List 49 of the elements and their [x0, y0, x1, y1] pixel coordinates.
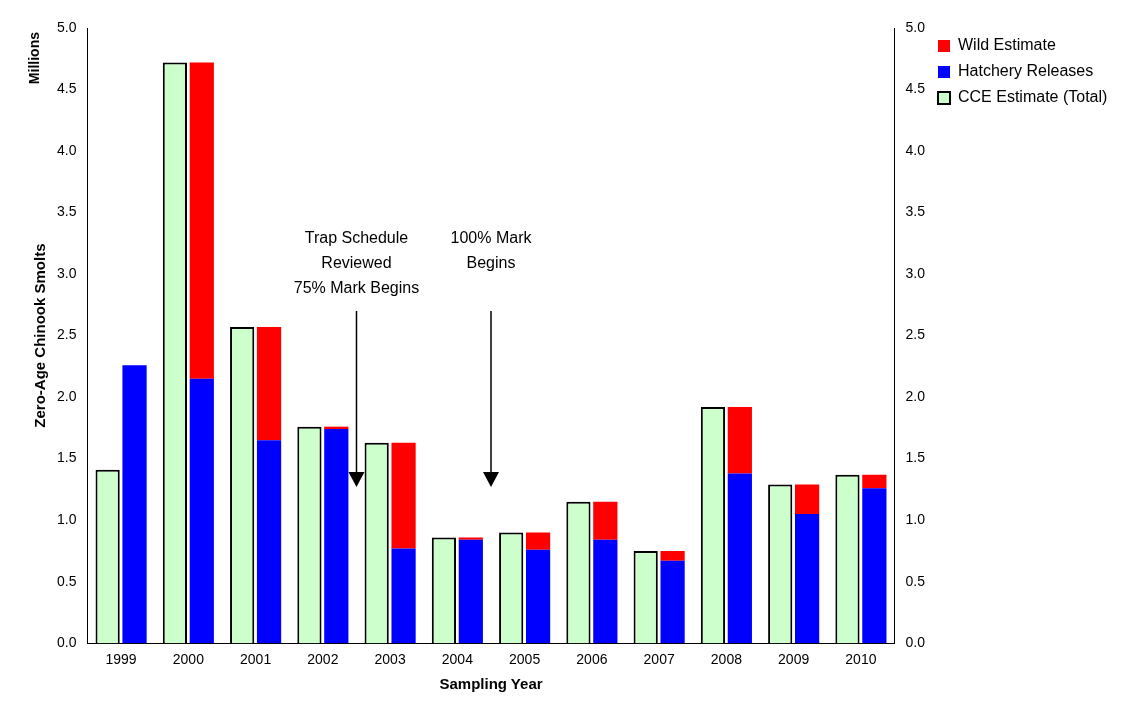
y2-tick-label: 4.5: [905, 80, 926, 97]
annotation: 100% Mark Begins: [450, 229, 533, 272]
x-tick-label: 2007: [643, 651, 675, 668]
bar: [458, 537, 483, 540]
x-tick-label: 2000: [172, 651, 205, 668]
y2-tick-label: 0.5: [905, 572, 926, 589]
bar: [660, 550, 685, 561]
x-tick-label: 2009: [778, 651, 810, 668]
y2-tick-label: 4.0: [905, 141, 926, 158]
text: Millions: [26, 31, 43, 85]
x-tick-label: 2003: [374, 651, 406, 668]
y2-tick-label: 1.5: [905, 449, 926, 466]
y-tick-label: 0.0: [56, 634, 77, 651]
y-tick-label: 2.5: [56, 326, 77, 343]
x-tick-label: 2010: [845, 651, 877, 668]
y-tick-label: 0.5: [56, 572, 77, 589]
y2-tick-label: 2.5: [905, 326, 926, 343]
bar: [727, 406, 752, 474]
bar: [593, 501, 618, 540]
annotation: Trap Schedule Reviewed 75% Mark Begins: [293, 229, 420, 297]
x-tick-label: 2001: [240, 651, 272, 668]
y2-tick-label: 2.0: [905, 387, 926, 404]
y2-tick-label: 1.0: [905, 511, 926, 528]
y-tick-label: 4.0: [56, 141, 77, 158]
y-tick-label: 2.0: [56, 387, 77, 404]
legend-label: Wild Estimate: [958, 36, 1056, 54]
bar: [525, 532, 551, 550]
x-tick-label: 2004: [441, 651, 474, 668]
legend-label: Hatchery Releases: [958, 62, 1094, 80]
bar: [795, 484, 820, 515]
y-tick-label: 1.0: [56, 511, 77, 528]
legend-label: CCE Estimate (Total): [958, 88, 1108, 106]
y2-tick-label: 0.0: [905, 634, 926, 651]
y-axis-title: Zero-Age Chinook Smolts: [31, 243, 49, 428]
x-tick-label: 2006: [576, 651, 608, 668]
y2-tick-label: 5.0: [905, 18, 926, 35]
y-tick-label: 3.5: [56, 203, 77, 220]
x-tick-label: 2008: [710, 651, 743, 668]
y2-tick-label: 3.5: [905, 203, 926, 220]
y2-tick-label: 3.0: [905, 264, 926, 281]
bar: [862, 474, 887, 489]
x-tick-label: 2002: [307, 651, 339, 668]
x-axis-title: Sampling Year: [439, 675, 543, 693]
y-tick-label: 1.5: [56, 449, 77, 466]
y-tick-label: 4.5: [56, 80, 77, 97]
x-tick-label: 2005: [509, 651, 541, 668]
x-tick-label: 1999: [105, 651, 137, 668]
y-tick-label: 5.0: [56, 18, 77, 35]
y-tick-label: 3.0: [56, 264, 77, 281]
